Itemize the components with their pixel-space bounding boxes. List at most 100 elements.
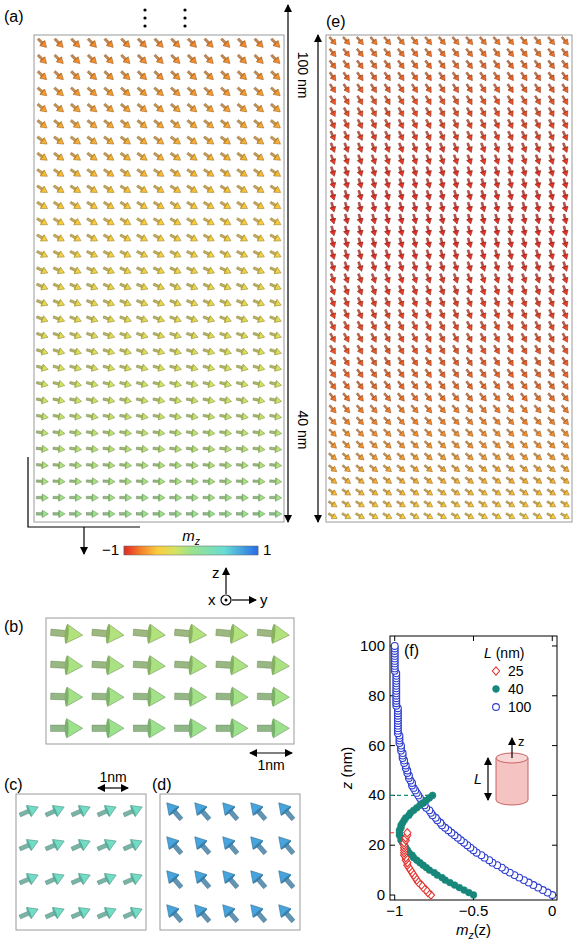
arrow-shaft bbox=[103, 513, 109, 515]
arrow-shaft bbox=[203, 496, 209, 499]
arrow-shaft bbox=[203, 463, 209, 466]
arrow-shaft bbox=[120, 463, 126, 466]
arrow-base bbox=[258, 510, 259, 517]
arrow-shaft bbox=[120, 480, 126, 483]
arrow-shaft bbox=[174, 629, 191, 637]
figure: (a)100 nmmz−11zxy(b)1nm(c)1nm(d)(e)40 nm… bbox=[0, 0, 585, 944]
arrow-shaft bbox=[253, 496, 259, 499]
arrow-base bbox=[147, 719, 151, 738]
arrow-base bbox=[192, 510, 193, 517]
arrow-base bbox=[42, 510, 43, 517]
arrow-base bbox=[75, 510, 76, 517]
arrow-shaft bbox=[253, 463, 259, 466]
arrow-shaft bbox=[103, 480, 109, 483]
arrow-shaft bbox=[53, 480, 59, 483]
arrow-shaft bbox=[270, 496, 276, 499]
continuation-dot bbox=[183, 16, 186, 19]
arrow-shaft bbox=[70, 480, 76, 483]
arrow-shaft bbox=[270, 480, 276, 483]
axis-icon-x-dot bbox=[225, 599, 228, 602]
continuation-dot bbox=[183, 8, 186, 11]
arrow-shaft bbox=[133, 661, 149, 668]
continuation-dot bbox=[143, 24, 146, 27]
arrow-shaft bbox=[175, 725, 191, 731]
axis-icon-label: z bbox=[212, 564, 220, 581]
arrow-shaft bbox=[257, 629, 274, 637]
arrow-shaft bbox=[70, 496, 76, 499]
arrow-base bbox=[158, 510, 159, 517]
colorbar-tick-label: −1 bbox=[102, 541, 119, 558]
panel-letter: (a) bbox=[4, 8, 24, 25]
colorbar bbox=[124, 546, 258, 555]
arrow-shaft bbox=[203, 513, 209, 515]
arrow-shaft bbox=[103, 496, 109, 499]
arrow-base bbox=[92, 510, 93, 517]
arrow-shaft bbox=[203, 480, 209, 483]
arrow-shaft bbox=[86, 496, 92, 499]
arrow-shaft bbox=[186, 496, 192, 499]
arrow-shaft bbox=[220, 463, 226, 466]
arrow-shaft bbox=[153, 463, 159, 466]
arrow-shaft bbox=[53, 513, 59, 515]
arrow-shaft bbox=[175, 693, 191, 700]
arrow-shaft bbox=[36, 463, 42, 466]
arrow-base bbox=[65, 719, 69, 738]
continuation-dot bbox=[183, 24, 186, 27]
arrow-shaft bbox=[257, 725, 273, 731]
arrow-shaft bbox=[170, 496, 176, 499]
arrow-shaft bbox=[186, 513, 192, 515]
arrow-shaft bbox=[92, 725, 108, 731]
arrow-base bbox=[142, 510, 143, 517]
arrow-shaft bbox=[70, 463, 76, 466]
arrow-shaft bbox=[86, 513, 92, 515]
label-part: m bbox=[182, 527, 195, 544]
arrow-base bbox=[106, 719, 110, 738]
scale-label: 1nm bbox=[99, 769, 126, 785]
arrow-shaft bbox=[220, 513, 226, 515]
axis-icon-label: x bbox=[208, 591, 216, 608]
arrow-shaft bbox=[236, 463, 242, 466]
arrow-shaft bbox=[216, 693, 232, 700]
arrow-shaft bbox=[257, 661, 273, 668]
arrow-shaft bbox=[236, 513, 242, 515]
arrow-shaft bbox=[36, 513, 42, 515]
arrow-base bbox=[208, 510, 209, 517]
arrow-shaft bbox=[153, 496, 159, 499]
arrow-shaft bbox=[136, 496, 142, 499]
arrow-shaft bbox=[253, 513, 259, 515]
length-label: 100 nm bbox=[295, 52, 311, 99]
continuation-dot bbox=[143, 8, 146, 11]
arrow-shaft bbox=[136, 463, 142, 466]
arrow-shaft bbox=[153, 513, 159, 515]
colorbar-label: mz bbox=[182, 527, 201, 547]
scale-label: 1nm bbox=[257, 757, 284, 773]
arrow-shaft bbox=[120, 513, 126, 515]
arrow-base bbox=[108, 510, 109, 517]
axis-icon-label: y bbox=[260, 591, 268, 608]
arrow-base bbox=[175, 510, 176, 517]
arrow-shaft bbox=[50, 629, 67, 637]
arrow-base bbox=[225, 510, 226, 517]
arrow-shaft bbox=[216, 661, 232, 668]
arrow-shaft bbox=[92, 629, 109, 637]
arrow-shaft bbox=[136, 480, 142, 483]
arrow-shaft bbox=[70, 513, 76, 515]
arrow-shaft bbox=[170, 480, 176, 483]
panel-b-frame bbox=[46, 618, 294, 744]
arrow-shaft bbox=[220, 480, 226, 483]
arrow-shaft bbox=[92, 661, 108, 668]
arrow-shaft bbox=[53, 463, 59, 466]
arrow-shaft bbox=[270, 463, 276, 466]
arrow-base bbox=[275, 510, 276, 517]
arrow-shaft bbox=[133, 725, 149, 731]
label-sub: z bbox=[194, 535, 201, 547]
arrow-shaft bbox=[86, 480, 92, 483]
arrow-base bbox=[242, 510, 243, 517]
arrow-shaft bbox=[216, 629, 233, 637]
arrow-shaft bbox=[86, 463, 92, 466]
arrow-shaft bbox=[153, 480, 159, 483]
arrow-shaft bbox=[170, 463, 176, 466]
arrow-shaft bbox=[103, 463, 109, 466]
arrow-shaft bbox=[36, 480, 42, 483]
colorbar-tick-label: 1 bbox=[263, 541, 271, 558]
